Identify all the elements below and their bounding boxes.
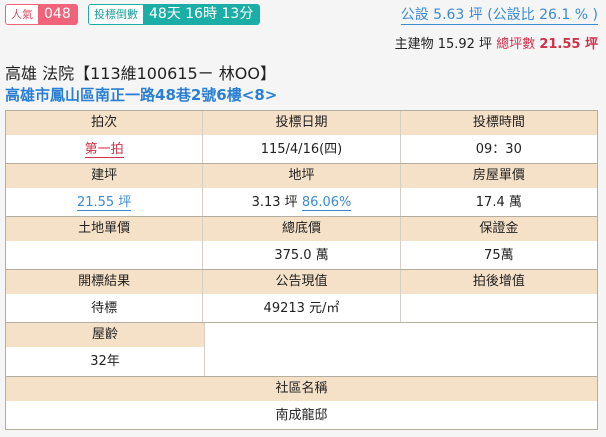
countdown-value: 48天 16時 13分 [143, 5, 260, 24]
area-summary: 主建物 15.92 坪 總坪數 21.55 坪 [395, 33, 598, 52]
date-value: 115/4/16(四) [260, 142, 343, 157]
land-area-label: 地坪 [203, 164, 400, 188]
land-unit-price-cell: 土地單價 [6, 217, 204, 269]
land-ratio-link[interactable]: 86.06% [301, 195, 352, 211]
community-label: 社區名稱 [6, 377, 597, 401]
post-increase-cell: 拍後增值 [400, 270, 597, 322]
land-unit-price-label: 土地單價 [6, 217, 203, 241]
case-title: 高雄 法院【113維100615ㄧ 林OO】 [5, 64, 276, 83]
land-area-value: 3.13 坪 [251, 195, 298, 210]
address: 高雄市鳳山區南正一路48巷2號6樓<8> [5, 86, 278, 104]
time-label: 投標時間 [400, 111, 597, 135]
building-area-cell: 建坪 21.55 坪 [6, 164, 204, 216]
post-increase-label: 拍後增值 [400, 270, 597, 294]
date-label: 投標日期 [203, 111, 400, 135]
popularity-value: 048 [38, 5, 77, 24]
result-cell: 開標結果 待標 [6, 270, 204, 322]
announced-value-label: 公告現值 [203, 270, 400, 294]
countdown-label: 投標倒數 [89, 5, 143, 24]
community-cell: 社區名稱 南成龍邸 [6, 377, 597, 429]
round-cell: 拍次 第一拍 [6, 111, 204, 163]
announced-value-cell: 公告現值 49213 元/㎡ [203, 270, 401, 322]
deposit-cell: 保證金 75萬 [400, 217, 597, 269]
age-cell: 屋齡 32年 [6, 323, 205, 376]
house-unit-price-value: 17.4 萬 [475, 195, 522, 210]
main-building-area: 主建物 15.92 坪 [394, 37, 493, 52]
building-area-link[interactable]: 21.55 坪 [76, 195, 132, 211]
base-price-value: 375.0 萬 [274, 248, 329, 263]
house-unit-price-cell: 房屋單價 17.4 萬 [400, 164, 597, 216]
age-value: 32年 [90, 354, 120, 369]
empty-cell [205, 323, 597, 376]
result-value: 待標 [91, 301, 118, 316]
countdown-badge: 投標倒數 48天 16時 13分 [88, 4, 261, 25]
deposit-label: 保證金 [400, 217, 597, 241]
auction-info-table: 拍次第一拍 投標日期 115/4/16(四) 投標時間 09：30 建坪 21.55 … [5, 110, 598, 430]
result-label: 開標結果 [6, 270, 203, 294]
community-value: 南成龍邸 [275, 408, 328, 423]
time-cell: 投標時間 09：30 [400, 111, 597, 163]
total-area-value: 21.55 坪 [539, 37, 598, 52]
base-price-cell: 總底價 375.0 萬 [203, 217, 401, 269]
popularity-badge: 人氣 048 [5, 4, 78, 25]
popularity-label: 人氣 [6, 5, 38, 24]
age-label: 屋齡 [6, 323, 204, 347]
public-area-link[interactable]: 公設 5.63 坪 (公設比 26.1 % ) [400, 7, 598, 25]
date-cell: 投標日期 115/4/16(四) [203, 111, 401, 163]
base-price-label: 總底價 [203, 217, 400, 241]
announced-value-value: 49213 元/㎡ [263, 301, 340, 316]
round-label: 拍次 [6, 111, 203, 135]
land-area-cell: 地坪 3.13 坪 86.06% [203, 164, 401, 216]
time-value: 09：30 [475, 142, 522, 157]
round-value-link[interactable]: 第一拍 [84, 142, 124, 158]
deposit-value: 75萬 [484, 248, 514, 263]
house-unit-price-label: 房屋單價 [400, 164, 597, 188]
building-area-label: 建坪 [6, 164, 203, 188]
total-area-label: 總坪數 [496, 37, 536, 52]
